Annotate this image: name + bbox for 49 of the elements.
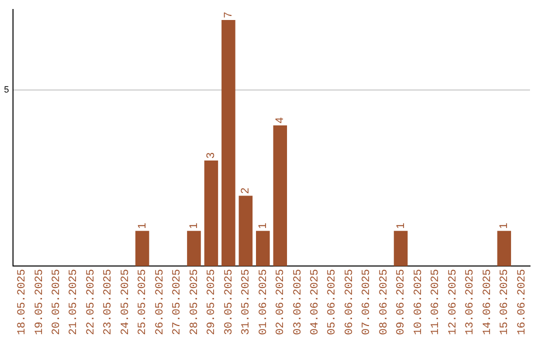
x-tick-label: 11.06.2025 (430, 268, 442, 336)
bar (394, 230, 408, 266)
data-label: 1 (256, 222, 269, 229)
data-label: 7 (222, 12, 234, 18)
x-tick-label: 31.05.2025 (240, 268, 253, 336)
x-tick-label: 12.06.2025 (447, 268, 460, 336)
x-tick-label: 26.05.2025 (154, 268, 166, 336)
bar (238, 196, 253, 266)
x-tick-label: 28.05.2025 (188, 268, 201, 336)
data-label: 3 (205, 152, 218, 159)
x-tick-label: 27.05.2025 (172, 268, 184, 336)
bar (135, 230, 150, 266)
x-tick-label: 03.06.2025 (292, 268, 304, 336)
data-label: 2 (240, 188, 252, 194)
x-tick-label: 01.06.2025 (258, 268, 270, 336)
x-tick-label: 13.06.2025 (464, 268, 477, 336)
x-tick-label: 29.05.2025 (206, 268, 218, 336)
x-tick-label: 06.06.2025 (344, 268, 356, 336)
x-tick-label: 18.05.2025 (16, 268, 29, 336)
data-label: 4 (274, 117, 286, 124)
bar (273, 125, 288, 266)
data-label: 1 (498, 222, 510, 229)
bar (187, 230, 201, 266)
x-tick-label: 05.06.2025 (326, 268, 339, 336)
y-tick-label: 5 (4, 84, 10, 95)
x-tick-label: 30.05.2025 (223, 268, 236, 336)
x-tick-label: 04.06.2025 (309, 268, 322, 336)
x-tick-label: 16.06.2025 (516, 268, 528, 336)
x-tick-label: 21.05.2025 (68, 268, 80, 336)
x-tick-label: 19.05.2025 (34, 268, 46, 336)
x-tick-label: 20.05.2025 (50, 268, 63, 336)
bar (256, 230, 270, 266)
x-tick-label: 25.05.2025 (137, 268, 150, 336)
bar (222, 20, 236, 266)
x-tick-label: 08.06.2025 (378, 268, 390, 336)
x-tick-label: 14.06.2025 (482, 268, 494, 336)
x-tick-label: 09.06.2025 (396, 268, 408, 336)
data-label: 1 (188, 222, 200, 229)
x-tick-label: 10.06.2025 (412, 268, 425, 336)
data-label: 1 (394, 222, 407, 229)
x-tick-label: 22.05.2025 (85, 268, 98, 336)
bar (204, 160, 218, 266)
bar (497, 230, 512, 266)
x-tick-label: 15.06.2025 (499, 268, 512, 336)
data-label: 1 (136, 222, 148, 229)
x-tick-label: 02.06.2025 (275, 268, 288, 336)
x-tick-label: 24.05.2025 (120, 268, 132, 336)
x-tick-label: 23.05.2025 (102, 268, 115, 336)
x-tick-label: 07.06.2025 (361, 268, 374, 336)
